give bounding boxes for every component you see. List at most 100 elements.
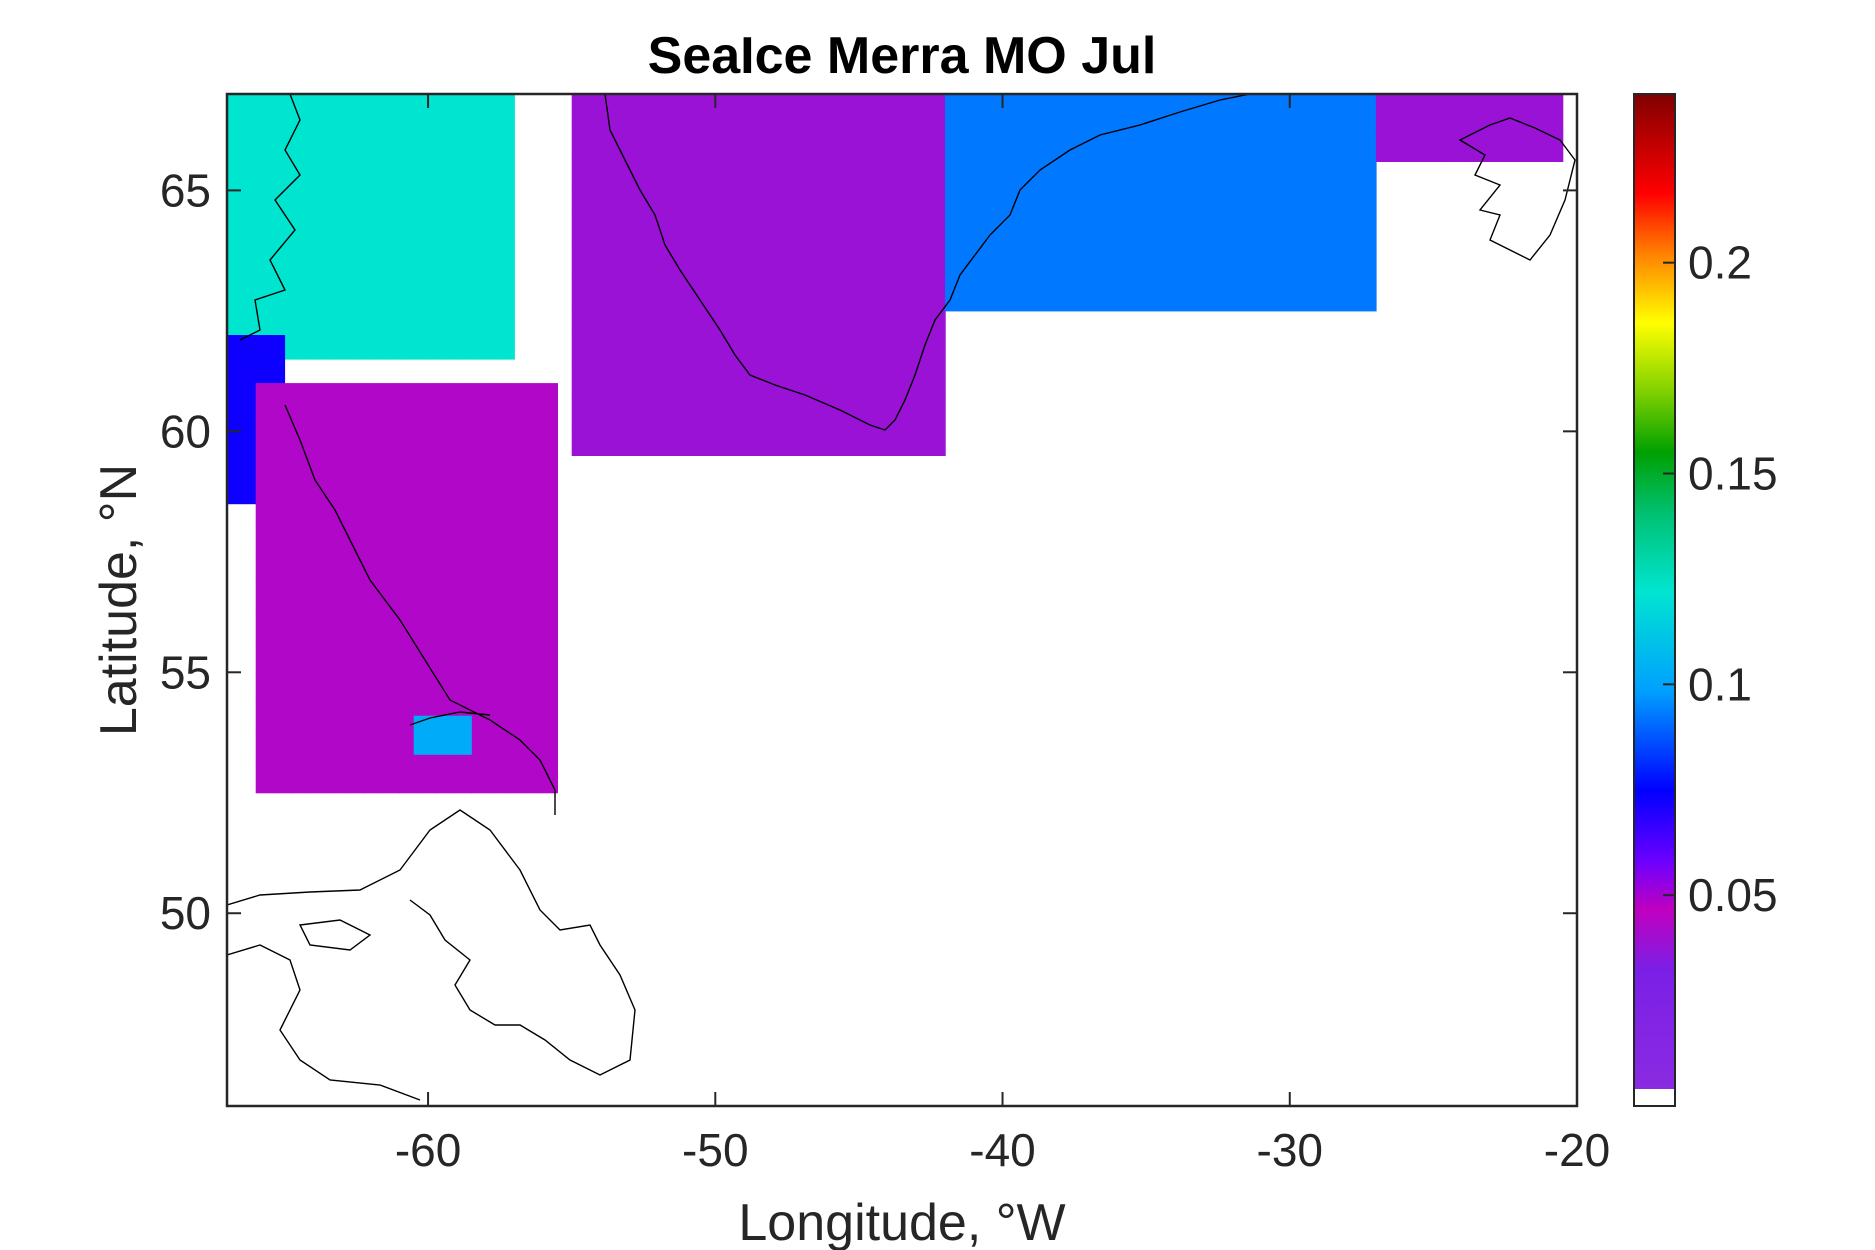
heatmap-cell [1052,94,1072,101]
heatmap-cell [769,335,788,366]
heatmap-cell [912,154,932,185]
heatmap-cell [345,762,365,794]
heatmap-cell [1340,220,1359,252]
heatmap-cell [1322,130,1341,161]
heatmap-cell [471,383,490,402]
heatmap-cell [1250,190,1269,222]
heatmap-cell [787,124,806,155]
colorbar-ticks: 0.05 0.1 0.15 0.2 [1663,237,1778,921]
heatmap-cell [298,148,318,179]
heatmap-cell [1358,94,1377,101]
heatmap-cell [255,491,275,523]
heatmap-cell [805,395,824,426]
heatmap-cell [370,208,390,240]
heatmap-cell [607,425,627,456]
heatmap-cell [543,461,558,493]
heatmap-cell [1178,130,1198,161]
heatmap-cell [1106,130,1126,161]
heatmap-cell [733,304,752,336]
heatmap-cell [381,461,400,493]
heatmap-cell [823,335,842,366]
heatmap-cell [496,118,515,149]
heatmap-cell [1411,131,1431,162]
heatmap-cell [963,160,982,191]
heatmap-cell [643,425,663,456]
heatmap-cell [471,431,490,462]
heatmap-cell [715,94,734,125]
heatmap-cell [298,238,318,270]
heatmap-cell [1250,220,1269,252]
coastline-east-greenland [989,94,1251,236]
heatmap-cell [424,328,444,360]
heatmap-cell [309,732,329,764]
heatmap-cell [309,431,329,462]
heatmap-cell [607,244,627,276]
heatmap-cell [1555,131,1564,162]
heatmap-cell [245,178,264,209]
heatmap-cell [227,118,246,149]
heatmap-cell [1070,160,1090,191]
heatmap-cell [496,148,515,179]
heatmap-cell [327,612,347,643]
heatmap-cell [998,130,1018,161]
heatmap-cell [478,148,497,179]
heatmap-cell [733,214,752,246]
heatmap-cell [858,154,878,185]
heatmap-cell [496,238,515,270]
heatmap-cell [945,94,964,101]
heatmap-cell [1196,190,1215,222]
heatmap-cell [733,184,752,216]
heatmap-cell [841,244,860,276]
heatmap-cell [679,154,698,185]
heatmap-cell [571,214,591,246]
heatmap-cell [453,762,472,794]
heatmap-cell [1304,130,1323,161]
heatmap-cell [388,268,408,300]
heatmap-cell [998,280,1018,312]
heatmap-cell [571,335,591,366]
heatmap-cell [489,702,508,734]
heatmap-cell [751,335,770,366]
heatmap-cell [478,328,497,360]
heatmap-cell [805,365,824,396]
heatmap-cell [876,425,896,456]
heatmap-cell [273,702,293,734]
heatmap-cell [424,238,444,270]
heatmap-cell [679,184,698,216]
heatmap-cell [1214,160,1233,191]
heatmap-cell [1358,190,1377,222]
heatmap-cell [1322,100,1341,131]
heatmap-cell [453,642,472,673]
heatmap-cell [1286,280,1305,312]
heatmap-cell [316,268,336,300]
heatmap-cell [507,612,526,643]
heatmap-cell [1358,160,1377,191]
heatmap-cell [363,551,382,583]
heatmap-cell [1232,190,1251,222]
heatmap-cell [424,178,444,209]
heatmap-cell [876,395,896,426]
heatmap-cell [245,298,264,330]
heatmap-cell [370,148,390,179]
heatmap-cell [309,762,329,794]
heatmap-cell [787,94,806,125]
heatmap-cell [1034,100,1054,131]
heatmap-cell [981,250,1000,282]
heatmap-cell [661,94,680,125]
heatmap-cell [930,425,946,456]
heatmap-cell [363,401,382,432]
heatmap-cell [245,335,264,354]
heatmap-cell [1070,280,1090,312]
heatmap-cell [1142,190,1162,222]
heatmap-cell [1250,250,1269,282]
heatmap-cell [273,401,293,432]
heatmap-cell [981,160,1000,191]
heatmap-cell [255,702,275,734]
heatmap-cell [399,642,418,673]
heatmap-cell [262,118,282,149]
heatmap-cell [1106,250,1126,282]
heatmap-cell [697,365,716,396]
heatmap-cell [787,214,806,246]
heatmap-cells [227,94,1564,794]
heatmap-cell [679,304,698,336]
